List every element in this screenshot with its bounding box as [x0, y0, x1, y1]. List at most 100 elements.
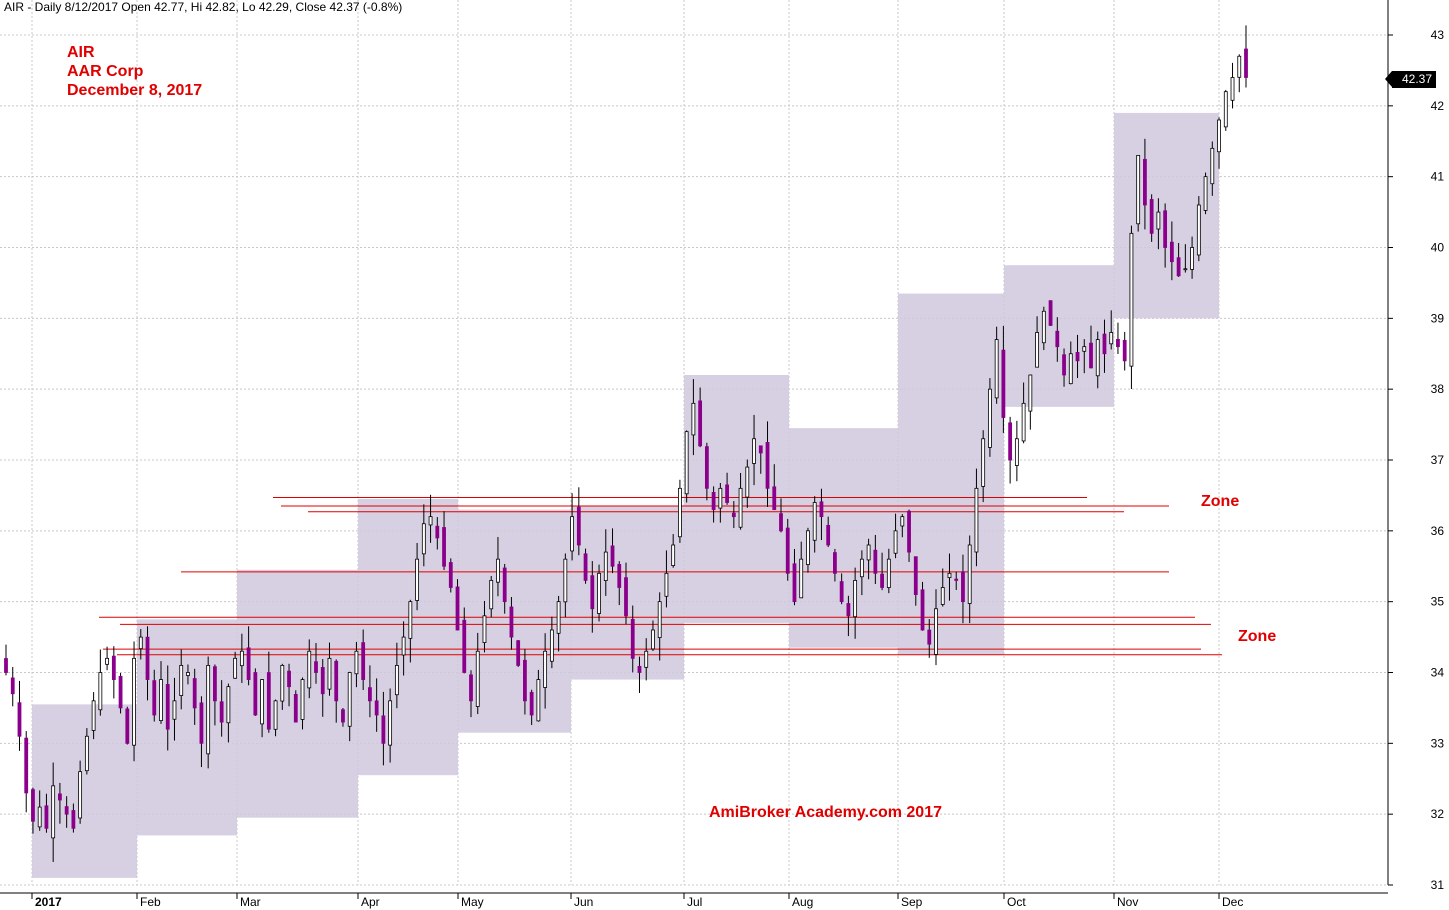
candle-body — [206, 665, 211, 755]
candle-body — [51, 785, 56, 839]
candle-body — [704, 446, 709, 489]
candle-body — [1082, 346, 1087, 352]
candle-body — [516, 640, 521, 666]
candle-body — [765, 442, 770, 489]
candle-body — [637, 665, 642, 673]
candle-body — [940, 587, 945, 605]
price-tick-label: 41 — [1431, 170, 1445, 184]
candle-body — [44, 805, 49, 829]
candle-body — [752, 438, 756, 464]
candle-body — [24, 737, 29, 794]
candle-body — [1102, 333, 1107, 355]
candle-body — [853, 580, 858, 618]
candle-body — [859, 558, 864, 578]
candle-body — [583, 553, 588, 581]
candle-body — [630, 618, 635, 659]
candle-body — [994, 339, 999, 399]
candle-body — [603, 551, 608, 581]
candle-body — [799, 558, 804, 599]
monthly-box — [789, 428, 898, 648]
candle-body — [806, 530, 810, 565]
candle-body — [213, 666, 217, 702]
candle-body — [617, 564, 622, 588]
candle-body — [610, 545, 615, 567]
candle-body — [71, 810, 76, 829]
monthly-range-boxes — [32, 112, 1219, 878]
candle-body — [1008, 422, 1013, 461]
candle-body — [1190, 247, 1194, 270]
candle-body — [1014, 438, 1019, 466]
date-tick-label: Oct — [1007, 895, 1026, 909]
candle-body — [368, 687, 372, 702]
candle-body — [435, 525, 440, 539]
candle-body — [1021, 402, 1026, 442]
candle-body — [266, 672, 271, 730]
candle-body — [900, 516, 905, 527]
candle-body — [1001, 349, 1006, 418]
candle-body — [671, 544, 676, 567]
date-tick-label: Feb — [140, 895, 161, 909]
candle-body — [287, 670, 291, 688]
candle-body — [496, 558, 500, 583]
candle-body — [327, 657, 332, 690]
candle-body — [1163, 210, 1168, 248]
candle-body — [105, 657, 109, 665]
candle-body — [913, 556, 918, 595]
candle-body — [186, 672, 190, 676]
price-tick-label: 43 — [1431, 28, 1445, 42]
price-tick-label: 39 — [1431, 311, 1445, 325]
candle-body — [718, 487, 723, 509]
candle-body — [907, 510, 911, 553]
candle-body — [239, 650, 244, 667]
candle-body — [401, 636, 406, 656]
candle-body — [394, 665, 399, 696]
candle-body — [502, 567, 507, 603]
candle-body — [219, 701, 224, 723]
candle-body — [354, 650, 359, 675]
candle-body — [1035, 332, 1039, 368]
candle-body — [37, 806, 42, 828]
candle-body — [549, 629, 554, 662]
candle-body — [118, 675, 123, 709]
zone-label-lower: Zone — [1238, 628, 1277, 645]
date-tick-label: Sep — [901, 895, 923, 909]
candle-body — [226, 686, 231, 724]
candle-body — [920, 589, 925, 631]
candle-body — [31, 789, 35, 822]
company-name-label: AAR Corp — [67, 63, 144, 80]
candle-body — [826, 524, 831, 546]
date-tick-label: Aug — [792, 895, 813, 909]
candle-body — [597, 572, 601, 614]
date-tick-label: May — [461, 895, 484, 909]
candle-body — [1223, 91, 1228, 128]
candle-body — [678, 487, 682, 538]
candle-body — [785, 527, 790, 574]
price-tick-label: 35 — [1431, 595, 1445, 609]
candle-body — [1156, 211, 1161, 230]
candle-body — [1136, 155, 1141, 225]
candle-body — [570, 516, 574, 552]
date-tick-label: Apr — [361, 895, 380, 909]
candle-body — [893, 530, 898, 554]
candle-body — [172, 700, 177, 720]
price-tick-label: 32 — [1431, 807, 1445, 821]
candle-body — [1116, 338, 1120, 348]
price-tick-label: 33 — [1431, 736, 1445, 750]
candle-body — [738, 487, 743, 528]
candle-body — [523, 659, 527, 702]
candle-body — [91, 700, 96, 731]
candle-body — [132, 657, 136, 746]
candle-body — [293, 693, 298, 723]
candle-body — [482, 615, 487, 643]
candle-body — [415, 558, 419, 601]
candle-body — [475, 650, 480, 707]
price-tick-label: 42 — [1431, 99, 1445, 113]
candle-body — [159, 679, 163, 721]
candle-body — [17, 702, 22, 737]
price-tick-label: 37 — [1431, 453, 1445, 467]
candle-body — [684, 431, 689, 495]
date-tick-label: Nov — [1117, 895, 1138, 909]
candle-body — [664, 572, 669, 597]
candle-body — [812, 502, 817, 541]
candle-body — [1089, 342, 1093, 369]
